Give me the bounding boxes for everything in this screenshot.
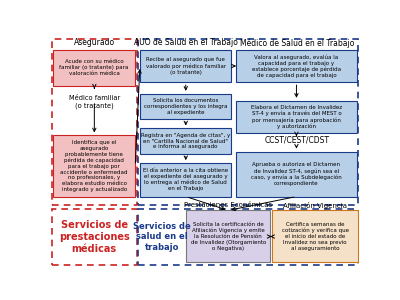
Text: Recibe al asegurado que fue
valorado por médico familiar
(o tratante): Recibe al asegurado que fue valorado por… (146, 57, 226, 75)
Text: Médico familiar
(o tratante): Médico familiar (o tratante) (69, 95, 120, 109)
FancyBboxPatch shape (140, 163, 231, 196)
Text: CCST/CEST/CDST: CCST/CEST/CDST (265, 135, 330, 144)
Text: Acude con su médico
familiar (o tratante) para
valoración médica: Acude con su médico familiar (o tratante… (60, 59, 129, 76)
Text: Registra en "Agenda de citas", y
en "Cartilla Nacional de Salud"
e informa al as: Registra en "Agenda de citas", y en "Car… (141, 133, 230, 149)
Text: Aprueba o autoriza el Dictamen
de Invalidez ST-4, según sea el
caso, y envía a l: Aprueba o autoriza el Dictamen de Invali… (251, 162, 342, 186)
FancyBboxPatch shape (140, 50, 231, 82)
FancyBboxPatch shape (53, 135, 135, 196)
Text: Elabora el Dictamen de Invalidez
ST-4 y envía a través del MEST o
por mensajería: Elabora el Dictamen de Invalidez ST-4 y … (251, 105, 342, 129)
FancyBboxPatch shape (272, 210, 358, 262)
Text: Afiliación Vigencia: Afiliación Vigencia (283, 202, 347, 209)
Text: Certifica semanas de
cotización y verifica que
el inicio del estado de
Invalidez: Certifica semanas de cotización y verifi… (282, 222, 348, 251)
FancyBboxPatch shape (236, 101, 357, 133)
Text: Servicios de
prestaciones
médicas: Servicios de prestaciones médicas (59, 220, 130, 254)
Text: Servicios de
salud en el
trabajo: Servicios de salud en el trabajo (133, 222, 190, 252)
Text: Médico de Salud en el Trabajo: Médico de Salud en el Trabajo (240, 38, 354, 48)
FancyBboxPatch shape (186, 210, 270, 262)
Text: El día anterior a la cita obtiene
el expediente del asegurado y
lo entrega al mé: El día anterior a la cita obtiene el exp… (143, 168, 228, 191)
Text: Solicita la certificación de
Afiliación Vigencia y emite
la Resolución de Pensió: Solicita la certificación de Afiliación … (190, 222, 266, 251)
Text: Prestaciones Económicas: Prestaciones Económicas (184, 202, 272, 208)
Text: Valora al asegurado, evalúa la
capacidad para el trabajo y
establece porcentaje : Valora al asegurado, evalúa la capacidad… (252, 54, 341, 78)
FancyBboxPatch shape (140, 128, 231, 154)
FancyBboxPatch shape (140, 94, 231, 119)
Text: Identifica que el
asegurado
probablemente tiene
pérdida de capacidad
para el tra: Identifica que el asegurado probablement… (60, 140, 128, 192)
FancyBboxPatch shape (236, 50, 357, 82)
FancyBboxPatch shape (53, 50, 135, 86)
Text: AUO de Salud en el Trabajo: AUO de Salud en el Trabajo (134, 38, 238, 47)
Text: Asegurado: Asegurado (74, 38, 115, 47)
FancyBboxPatch shape (236, 152, 357, 196)
Text: Solicita los documentos
correspondientes y los integra
al expediente: Solicita los documentos correspondientes… (144, 98, 227, 115)
